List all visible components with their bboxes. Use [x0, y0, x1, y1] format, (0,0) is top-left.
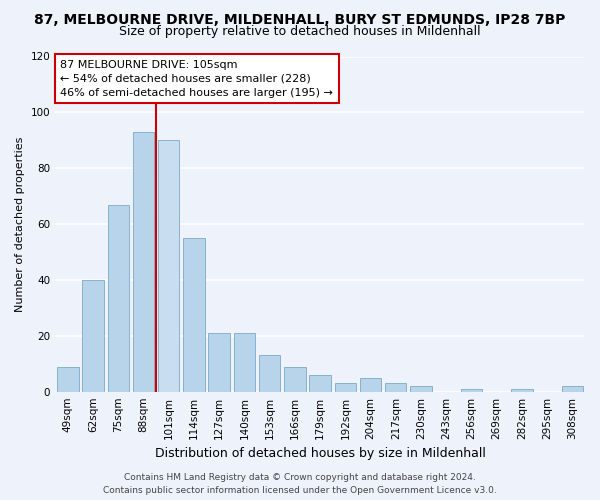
Bar [233, 333, 255, 392]
Bar [335, 384, 356, 392]
Bar [208, 333, 230, 392]
Bar [57, 366, 79, 392]
Text: 87 MELBOURNE DRIVE: 105sqm
← 54% of detached houses are smaller (228)
46% of sem: 87 MELBOURNE DRIVE: 105sqm ← 54% of deta… [61, 60, 334, 98]
Bar [158, 140, 179, 392]
Bar [107, 204, 129, 392]
X-axis label: Distribution of detached houses by size in Mildenhall: Distribution of detached houses by size … [155, 447, 485, 460]
Bar [284, 366, 305, 392]
Bar [562, 386, 583, 392]
Bar [410, 386, 432, 392]
Bar [360, 378, 381, 392]
Bar [133, 132, 154, 392]
Text: 87, MELBOURNE DRIVE, MILDENHALL, BURY ST EDMUNDS, IP28 7BP: 87, MELBOURNE DRIVE, MILDENHALL, BURY ST… [34, 12, 566, 26]
Text: Contains HM Land Registry data © Crown copyright and database right 2024.
Contai: Contains HM Land Registry data © Crown c… [103, 474, 497, 495]
Bar [183, 238, 205, 392]
Bar [511, 389, 533, 392]
Bar [310, 375, 331, 392]
Bar [82, 280, 104, 392]
Bar [461, 389, 482, 392]
Bar [385, 384, 406, 392]
Y-axis label: Number of detached properties: Number of detached properties [15, 136, 25, 312]
Bar [259, 356, 280, 392]
Text: Size of property relative to detached houses in Mildenhall: Size of property relative to detached ho… [119, 25, 481, 38]
